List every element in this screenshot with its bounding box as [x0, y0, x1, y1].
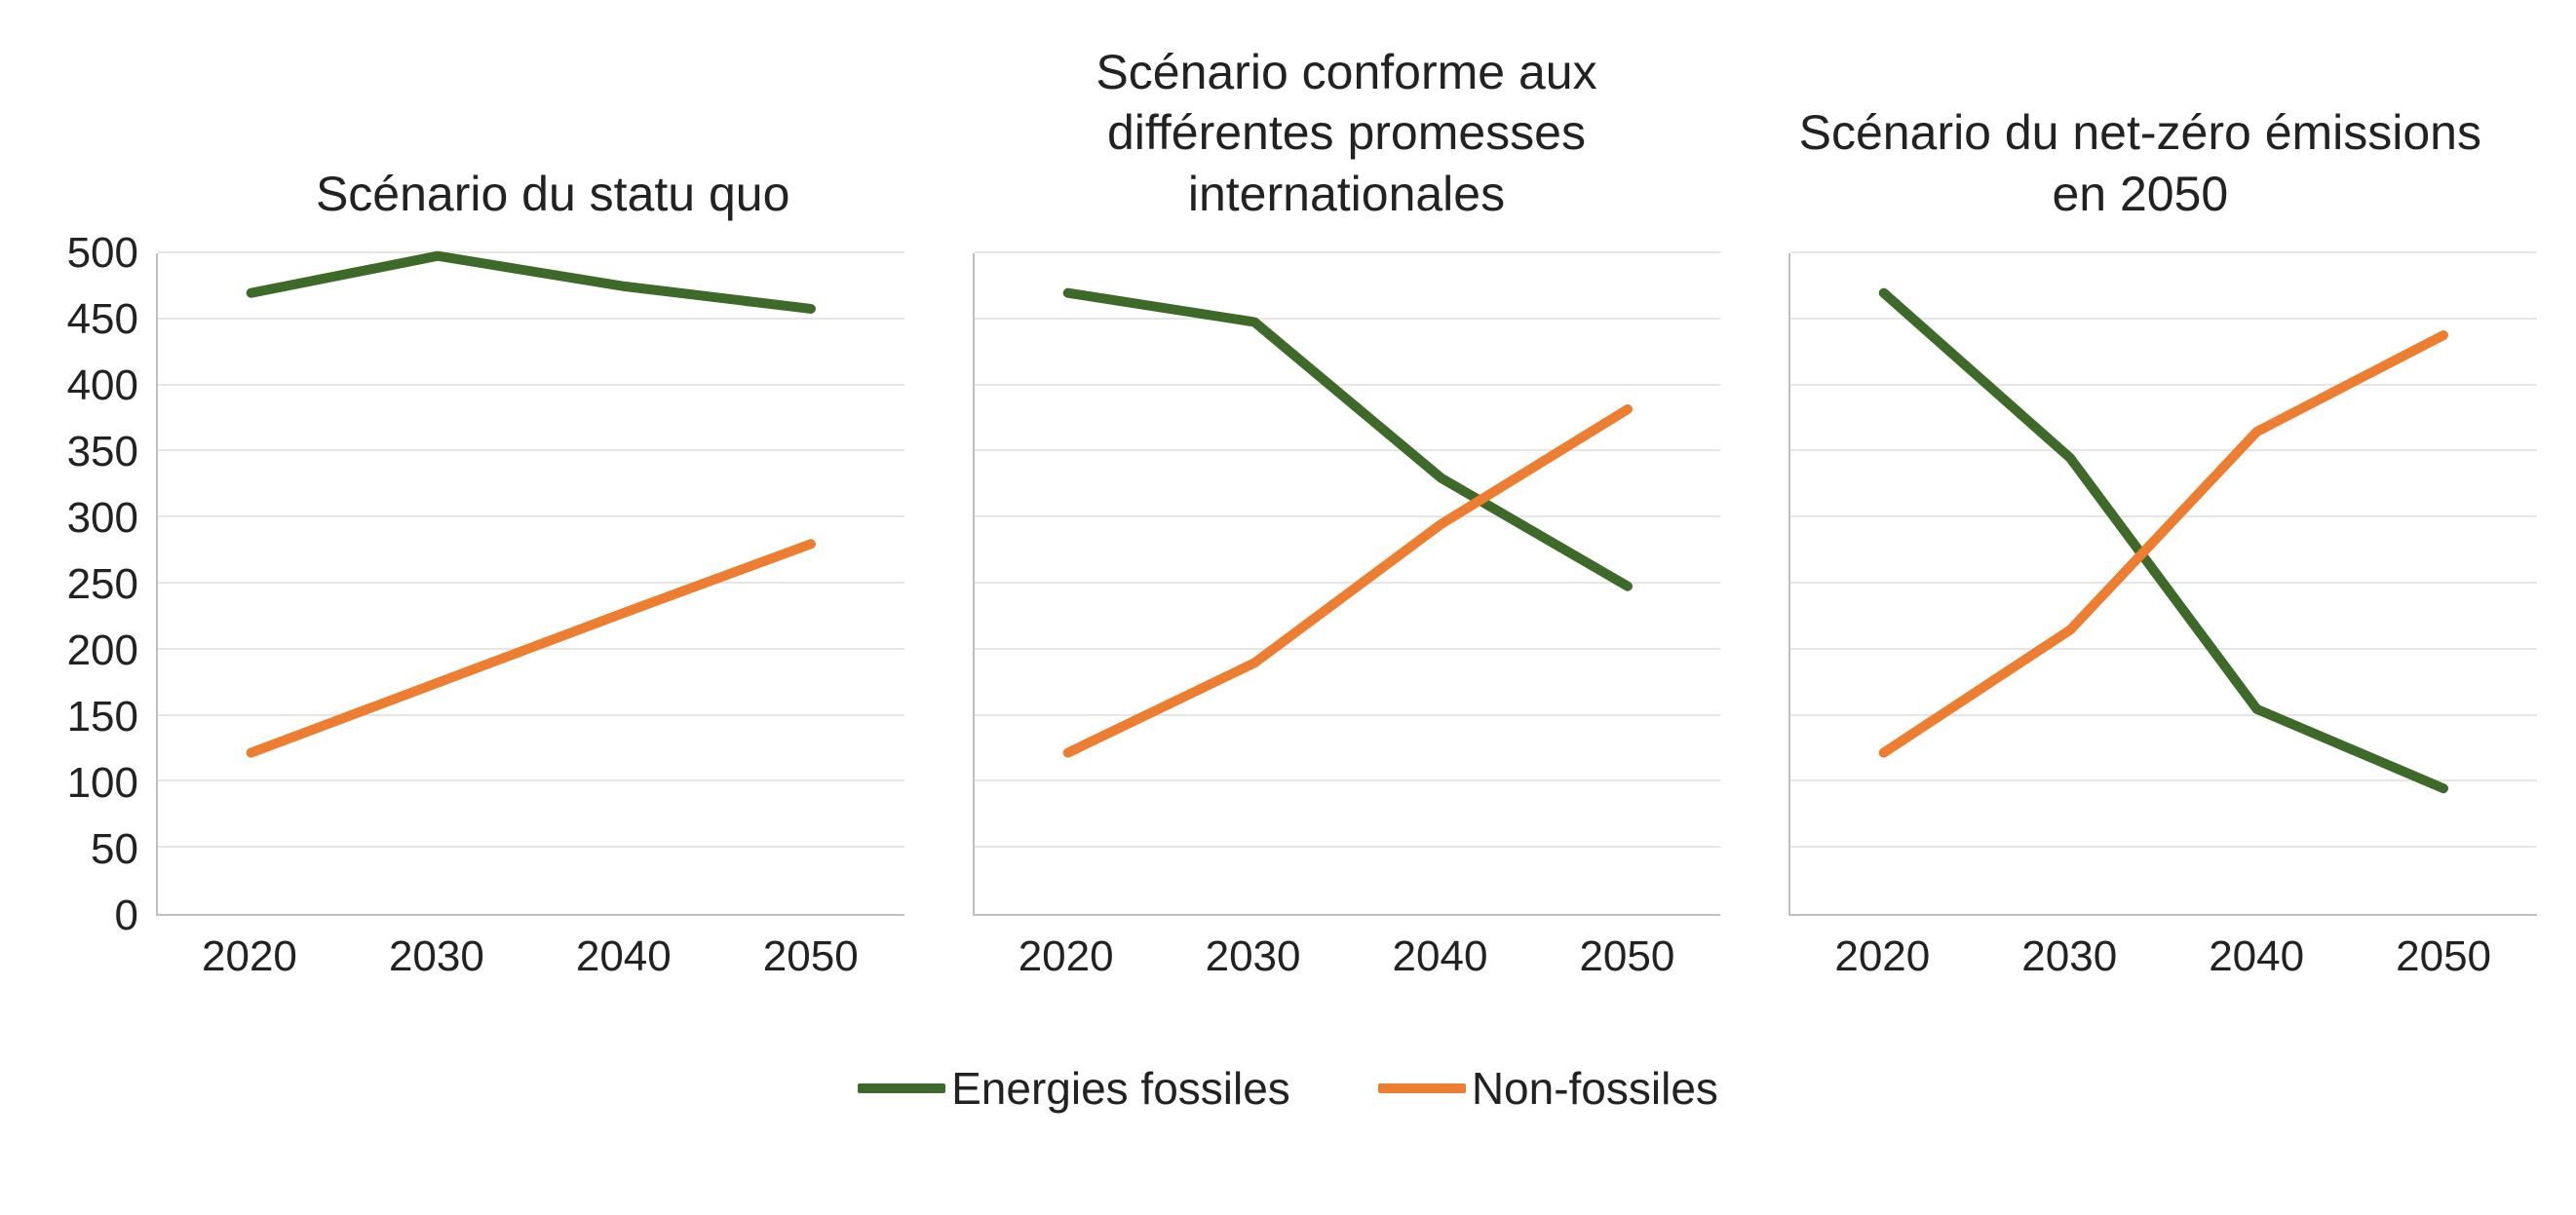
- line-layer: [1790, 253, 2537, 914]
- y-tick-label: 350: [41, 428, 138, 476]
- titles-row: Scénario du statu quo Scénario conforme …: [39, 29, 2537, 253]
- x-tick-label: 2020: [973, 921, 1160, 994]
- series-line-non_fossiles: [251, 544, 811, 752]
- series-line-fossiles: [1067, 293, 1627, 587]
- series-line-fossiles: [1884, 293, 2443, 789]
- chart-panel: 2020203020402050: [156, 253, 904, 994]
- x-tick-label: 2050: [1533, 921, 1720, 994]
- legend-label: Non-fossiles: [1472, 1062, 1718, 1115]
- legend-item-non-fossiles: Non-fossiles: [1378, 1062, 1718, 1115]
- chart-container: Scénario du statu quo Scénario conforme …: [0, 0, 2576, 1215]
- x-tick-label: 2040: [1347, 921, 1534, 994]
- x-tick-label: 2030: [1160, 921, 1347, 994]
- y-tick-label: 0: [41, 892, 138, 940]
- charts-row: 050100150200250300350400450500 202020302…: [39, 253, 2537, 994]
- y-tick-label: 150: [41, 693, 138, 741]
- line-layer: [975, 253, 1721, 914]
- y-tick-label: 300: [41, 494, 138, 543]
- plot-area: [156, 253, 904, 916]
- x-tick-label: 2030: [343, 921, 530, 994]
- x-tick-label: 2040: [530, 921, 717, 994]
- x-axis: 2020203020402050: [1788, 921, 2537, 994]
- x-axis: 2020203020402050: [973, 921, 1721, 994]
- series-line-non_fossiles: [1067, 409, 1627, 753]
- x-tick-label: 2050: [717, 921, 904, 994]
- x-tick-label: 2020: [156, 921, 343, 994]
- legend-item-fossiles: Energies fossiles: [858, 1062, 1290, 1115]
- x-tick-label: 2020: [1788, 921, 1976, 994]
- plot-area: [973, 253, 1721, 916]
- legend: Energies fossiles Non-fossiles: [39, 1062, 2537, 1115]
- legend-label: Energies fossiles: [951, 1062, 1290, 1115]
- legend-swatch-fossiles: [858, 1083, 945, 1093]
- y-tick-label: 100: [41, 759, 138, 808]
- legend-swatch-non-fossiles: [1378, 1083, 1466, 1093]
- chart-panel: 2020203020402050: [973, 253, 1721, 994]
- y-tick-label: 500: [41, 229, 138, 278]
- y-tick-label: 400: [41, 361, 138, 410]
- series-line-non_fossiles: [1884, 335, 2443, 752]
- y-tick-label: 200: [41, 626, 138, 675]
- x-axis: 2020203020402050: [156, 921, 904, 994]
- y-axis: 050100150200250300350400450500: [39, 253, 156, 994]
- y-tick-label: 50: [41, 825, 138, 874]
- x-tick-label: 2050: [2350, 921, 2537, 994]
- chart-panel: 2020203020402050: [1788, 253, 2537, 994]
- panel-title: Scénario du net-zéro émissions en 2050: [1744, 102, 2537, 253]
- plot-area: [1788, 253, 2537, 916]
- y-tick-label: 250: [41, 560, 138, 609]
- panels: 2020203020402050202020302040205020202030…: [156, 253, 2537, 994]
- panel-title: Scénario conforme aux différentes promes…: [949, 42, 1743, 254]
- y-tick-label: 450: [41, 295, 138, 344]
- series-line-fossiles: [251, 256, 811, 309]
- x-tick-label: 2030: [1976, 921, 2163, 994]
- x-tick-label: 2040: [2163, 921, 2350, 994]
- panel-title: Scénario du statu quo: [156, 164, 949, 254]
- line-layer: [158, 253, 904, 914]
